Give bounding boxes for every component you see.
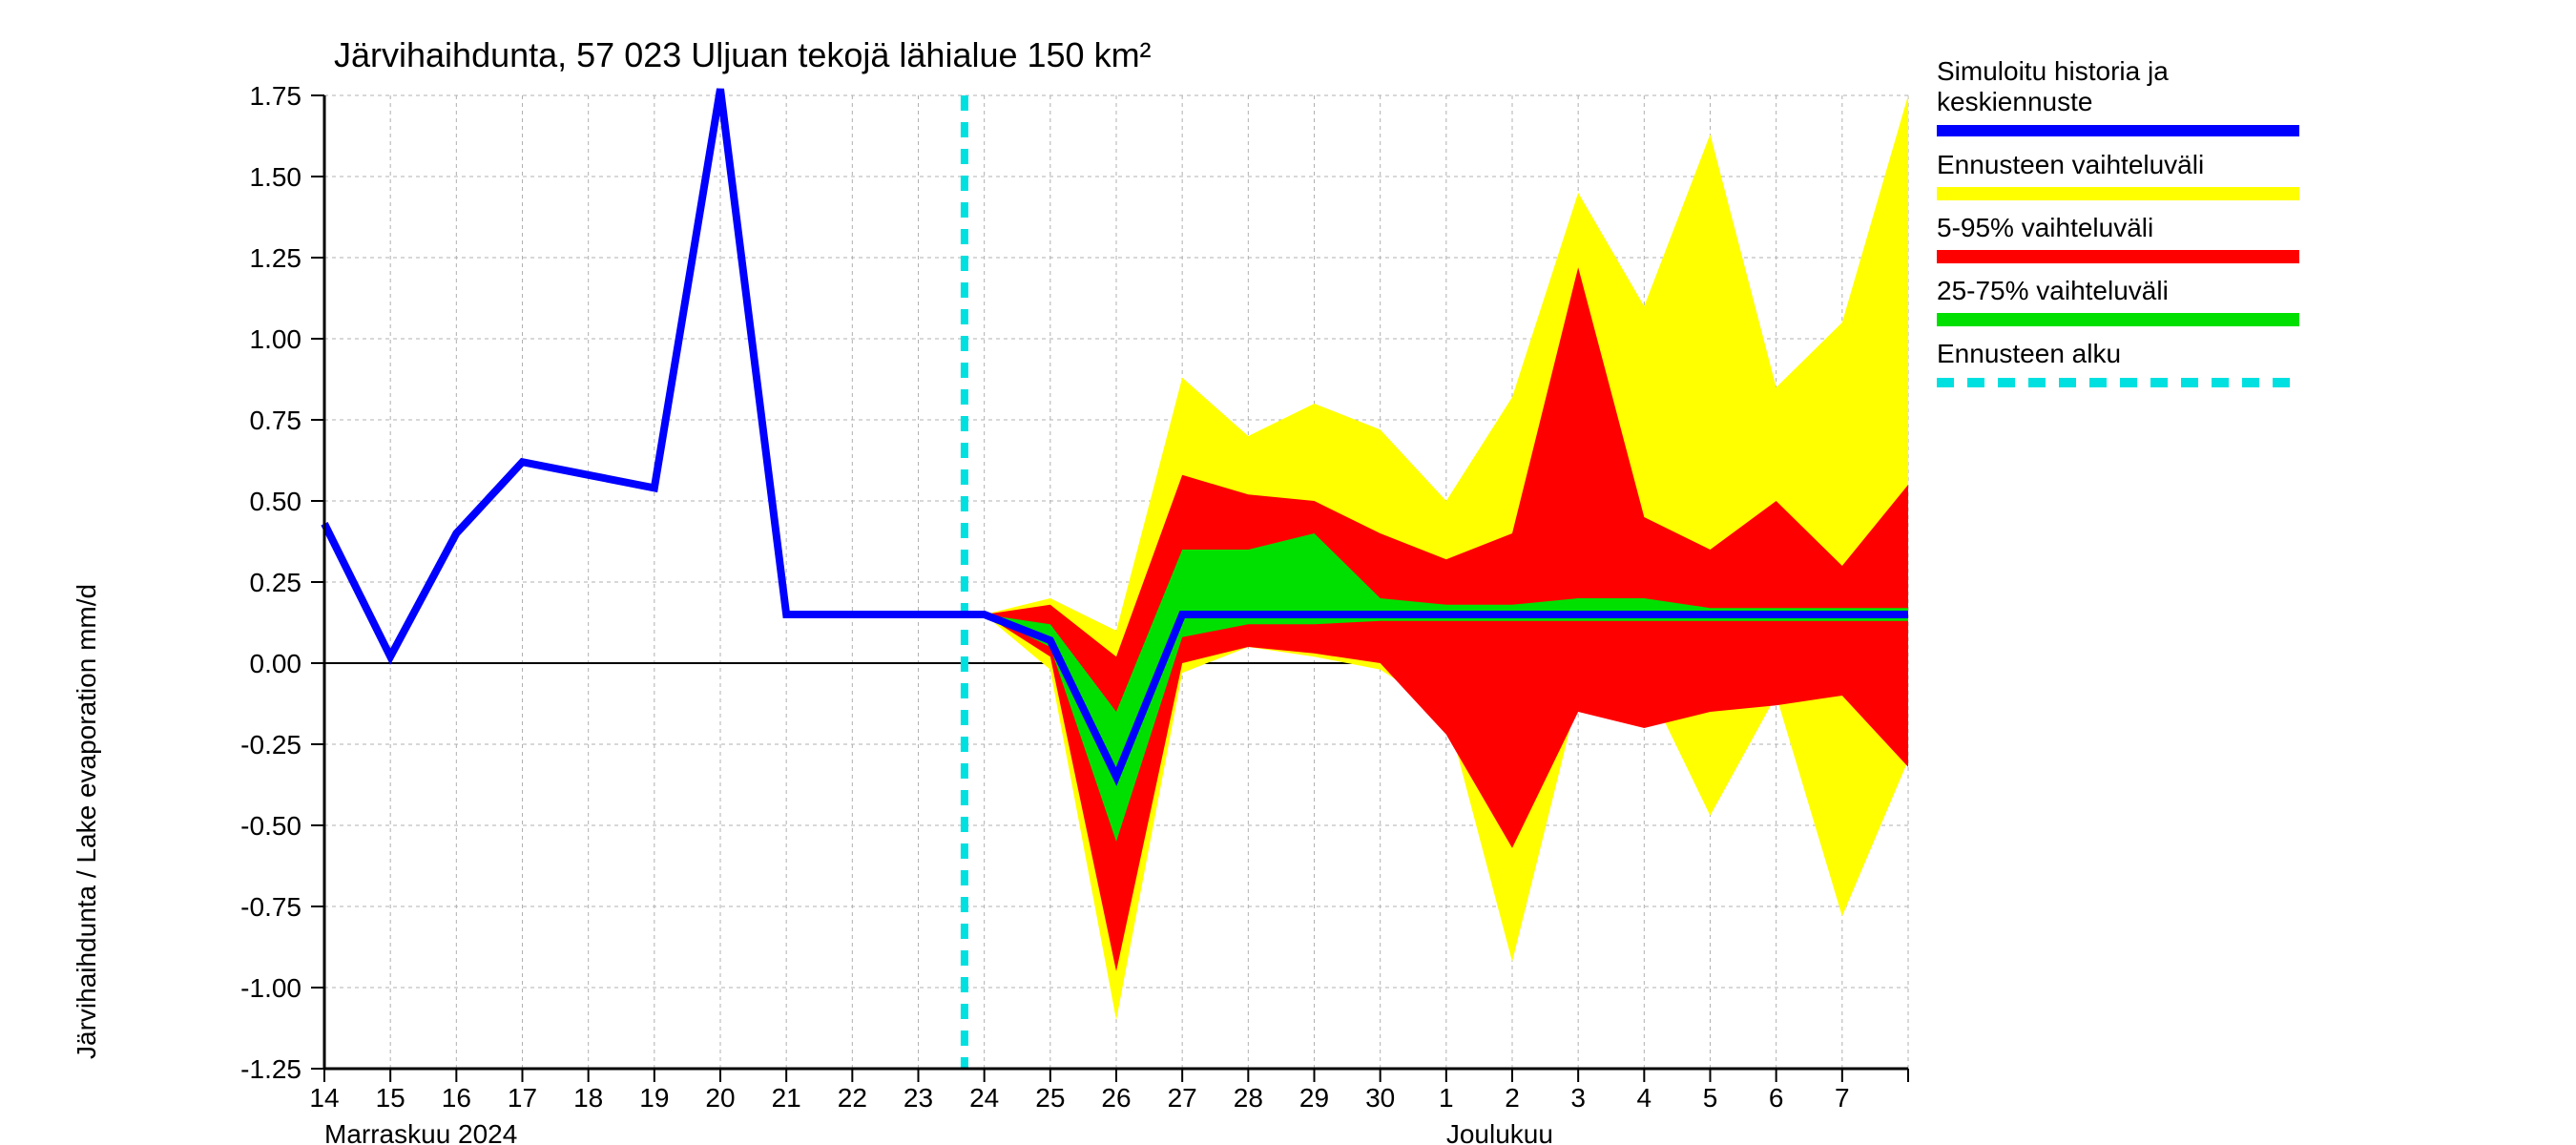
x-tick-label: 17 — [508, 1083, 537, 1113]
legend-swatch — [1937, 250, 2299, 263]
x-tick-label: 1 — [1439, 1083, 1454, 1113]
x-tick-label: 6 — [1769, 1083, 1784, 1113]
x-tick-label: 22 — [838, 1083, 867, 1113]
y-tick-label: 1.00 — [250, 324, 302, 354]
x-tick-label: 18 — [573, 1083, 603, 1113]
x-tick-label: 4 — [1637, 1083, 1652, 1113]
x-tick-label: 26 — [1101, 1083, 1131, 1113]
x-tick-label: 3 — [1570, 1083, 1586, 1113]
legend-label: Simuloitu historia ja — [1937, 56, 2169, 86]
y-tick-label: 0.75 — [250, 406, 302, 435]
y-tick-label: 0.25 — [250, 568, 302, 597]
x-tick-label: 19 — [639, 1083, 669, 1113]
x-tick-label: 2 — [1505, 1083, 1520, 1113]
x-tick-label: 29 — [1299, 1083, 1329, 1113]
x-tick-label: 5 — [1703, 1083, 1718, 1113]
x-tick-label: 23 — [904, 1083, 933, 1113]
legend-label: Ennusteen alku — [1937, 339, 2121, 368]
y-tick-label: 1.50 — [250, 162, 302, 192]
x-tick-label: 30 — [1365, 1083, 1395, 1113]
y-tick-label: -1.25 — [240, 1054, 301, 1084]
x-tick-label: 28 — [1234, 1083, 1263, 1113]
month-label-fi: Marraskuu 2024 — [324, 1119, 517, 1145]
chart-svg: -1.25 -1.00 -0.75 -0.50 -0.25 0.00 0.25 0.50 0.7… — [0, 0, 2576, 1145]
x-tick-label: 21 — [772, 1083, 801, 1113]
legend-swatch — [1937, 187, 2299, 200]
y-tick-label: 0.50 — [250, 487, 302, 516]
x-tick-label: 16 — [442, 1083, 471, 1113]
x-tick-label: 27 — [1168, 1083, 1197, 1113]
x-tick-label: 20 — [705, 1083, 735, 1113]
y-tick-label: 0.00 — [250, 649, 302, 678]
y-tick-label: -0.25 — [240, 730, 301, 760]
y-tick-label: -0.50 — [240, 811, 301, 841]
footer-timestamp: 24-Nov-2024 19:20 WSFS-O — [2042, 1141, 2360, 1145]
chart-title: Järvihaihdunta, 57 023 Uljuan tekojä läh… — [334, 35, 1152, 74]
legend-label: 25-75% vaihteluväli — [1937, 276, 2169, 305]
x-tick-label: 7 — [1835, 1083, 1850, 1113]
month-label-fi: Joulukuu — [1446, 1119, 1553, 1145]
legend-label: keskiennuste — [1937, 87, 2092, 116]
x-tick-label: 14 — [309, 1083, 339, 1113]
y-axis-label: Järvihaihdunta / Lake evaporation mm/d — [72, 584, 101, 1059]
legend-label: 5-95% vaihteluväli — [1937, 213, 2153, 242]
chart-container: -1.25 -1.00 -0.75 -0.50 -0.25 0.00 0.25 0.50 0.7… — [0, 0, 2576, 1145]
y-tick-label: -0.75 — [240, 892, 301, 922]
legend-swatch — [1937, 313, 2299, 326]
x-tick-label: 15 — [376, 1083, 405, 1113]
y-tick-label: -1.00 — [240, 973, 301, 1003]
x-tick-label: 25 — [1035, 1083, 1065, 1113]
y-tick-label: 1.75 — [250, 81, 302, 111]
legend-label: Ennusteen vaihteluväli — [1937, 150, 2204, 179]
x-tick-label: 24 — [969, 1083, 999, 1113]
y-tick-label: 1.25 — [250, 243, 302, 273]
